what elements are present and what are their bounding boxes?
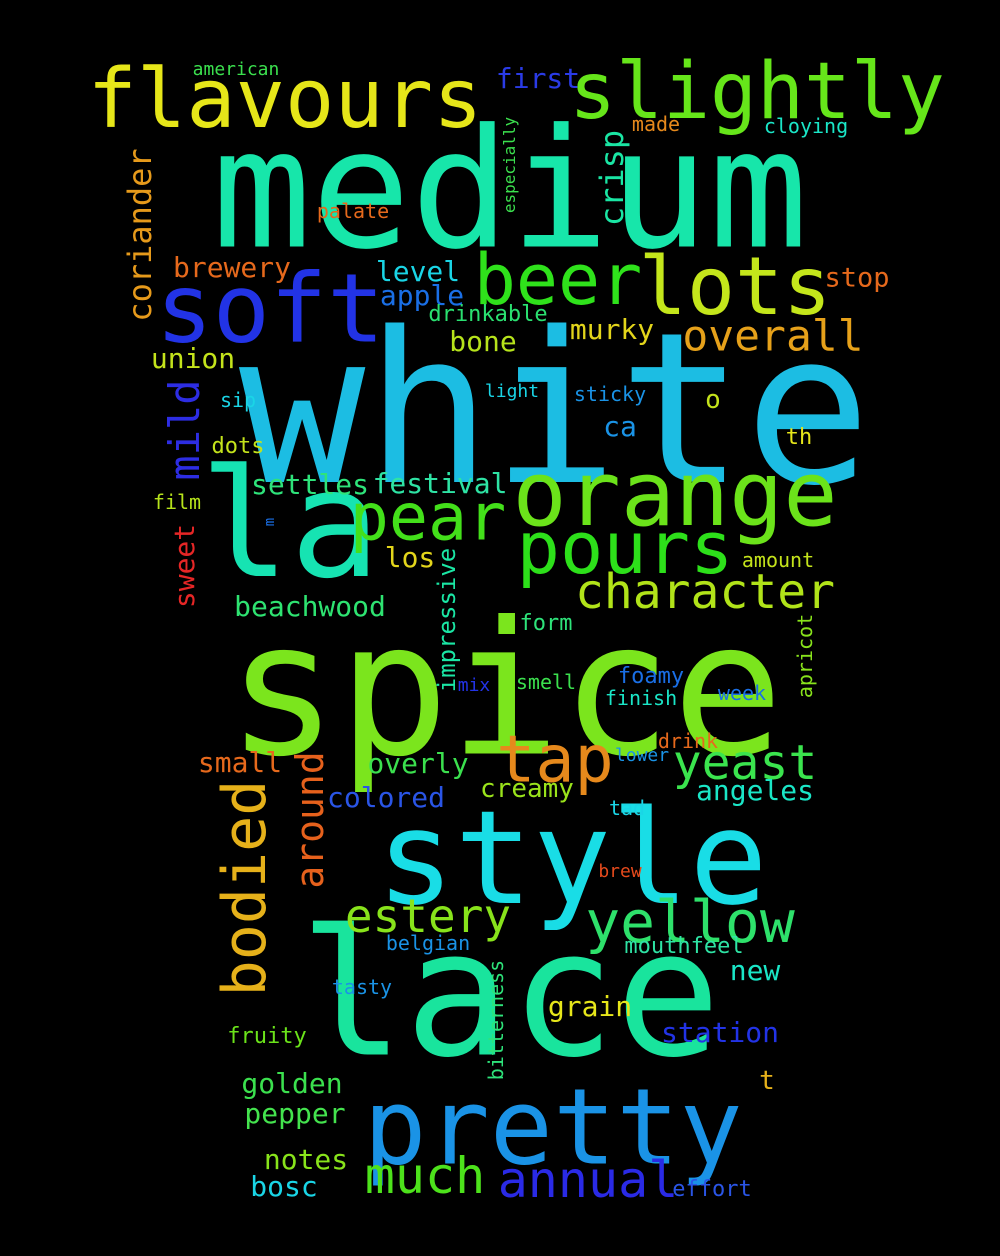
word-angeles: angeles <box>695 774 815 807</box>
word-settles: settles <box>250 468 370 501</box>
word-t: t <box>759 1066 775 1096</box>
word-sip: sip <box>219 388 257 412</box>
word-lower: lower <box>614 745 670 766</box>
word-mild: mild <box>160 379 209 481</box>
word-brew: brew <box>598 861 642 882</box>
word-mouthfeel: mouthfeel <box>624 934 744 959</box>
word-sweet: sweet <box>168 523 201 609</box>
word-creamy: creamy <box>480 774 574 804</box>
word-week: week <box>717 681 767 705</box>
word-m: m <box>262 517 278 527</box>
word-slightly: slightly <box>569 47 945 137</box>
word-yeast: yeast <box>672 735 818 791</box>
word-festival: festival <box>372 467 508 500</box>
word-palate: palate <box>316 199 390 223</box>
word-light: light <box>484 381 540 402</box>
word-effort: effort <box>672 1177 752 1202</box>
word-film: film <box>152 490 202 514</box>
word-los: los <box>384 541 436 574</box>
word-especially: especially <box>500 116 519 214</box>
word-lace: lace <box>299 893 721 1097</box>
word-fruity: fruity <box>227 1024 307 1049</box>
word-impressive: impressive <box>433 547 461 693</box>
word-annual: annual <box>497 1151 679 1209</box>
word-union: union <box>150 342 236 375</box>
word-beer: beer <box>473 239 643 321</box>
word-brewery: brewery <box>172 251 292 284</box>
word-la: la <box>199 438 381 612</box>
word-small: small <box>197 746 283 779</box>
word-sticky: sticky <box>573 382 647 406</box>
word-drink: drink <box>657 729 719 753</box>
word-ca: ca <box>603 410 637 443</box>
word-tad: tad <box>608 796 646 820</box>
word-mix: mix <box>457 675 491 696</box>
word-amount: amount <box>741 548 815 572</box>
word-station: station <box>660 1016 780 1049</box>
word-cloying: cloying <box>763 114 849 138</box>
word-coriander: coriander <box>121 148 159 322</box>
word-colored: colored <box>326 781 446 814</box>
word-overall: overall <box>682 311 864 362</box>
word-golden: golden <box>241 1067 343 1100</box>
word-tap: tap <box>496 722 614 798</box>
word-soft: soft <box>155 254 385 365</box>
word-bone: bone <box>449 325 517 358</box>
word-dots: dots <box>211 434 265 459</box>
word-drinkable: drinkable <box>428 302 548 327</box>
word-pretty: pretty <box>363 1066 743 1189</box>
word-murky: murky <box>569 313 655 346</box>
word-bitterness: bitterness <box>484 959 508 1081</box>
word-around: around <box>288 751 332 889</box>
word-notes: notes <box>263 1143 349 1176</box>
word-grain: grain <box>547 990 633 1023</box>
word-tasty: tasty <box>331 975 393 999</box>
word-pours: pours <box>516 506 734 590</box>
word-beachwood: beachwood <box>234 590 386 623</box>
word-level: level <box>375 255 461 288</box>
word-smell: smell <box>515 670 577 694</box>
word-belgian: belgian <box>385 931 471 955</box>
word-flavours: flavours <box>87 52 483 147</box>
word-o: o <box>705 385 721 415</box>
word-estery: estery <box>344 889 512 943</box>
word-orange: orange <box>512 442 838 547</box>
word-new: new <box>729 954 781 987</box>
word-bodied: bodied <box>210 779 280 997</box>
word-crisp: crisp <box>593 129 631 227</box>
word-bosc: bosc <box>250 1170 318 1203</box>
word-pear: pear <box>349 480 507 556</box>
word-pepper: pepper <box>244 1097 346 1130</box>
word-made: made <box>631 112 681 136</box>
word-stop: stop <box>824 262 890 294</box>
word-lots: lots <box>638 240 832 333</box>
word-style: style <box>376 782 768 934</box>
word-th: th <box>785 425 813 450</box>
word-overly: overly <box>367 747 469 780</box>
word-first: first <box>495 62 581 95</box>
word-spice: spice <box>226 581 784 798</box>
word-medium: medium <box>211 93 809 286</box>
word-form: form <box>519 611 573 636</box>
word-white: white <box>238 287 872 532</box>
word-finish: finish <box>604 686 678 710</box>
word-foamy: foamy <box>617 664 685 689</box>
word-american: american <box>192 59 280 80</box>
word-apple: apple <box>379 279 465 312</box>
word-character: character <box>574 564 836 620</box>
word-much: much <box>364 1147 486 1205</box>
word-apricot: apricot <box>793 613 817 699</box>
word-yellow: yellow <box>585 888 795 956</box>
